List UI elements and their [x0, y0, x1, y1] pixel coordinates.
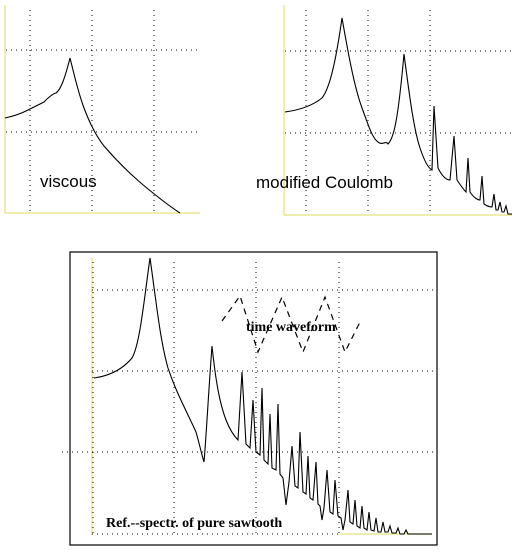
viscous-spectrum-line	[4, 57, 181, 214]
panel-reference-sawtooth: time waveform Ref.--spectr. of pure sawt…	[62, 251, 438, 546]
coulomb-label: modified Coulomb	[256, 173, 393, 192]
panel-viscous: viscous	[4, 5, 200, 214]
reference-label: Ref.--spectr. of pure sawtooth	[106, 516, 282, 531]
time-waveform-sawtooth	[221, 294, 361, 354]
panel-modified-coulomb: modified Coulomb	[256, 5, 512, 216]
time-waveform-label: time waveform	[246, 320, 336, 335]
viscous-label: viscous	[40, 172, 97, 191]
reference-frame	[69, 251, 438, 546]
reference-spectrum-line	[93, 257, 432, 535]
coulomb-spectrum-line	[284, 17, 512, 215]
